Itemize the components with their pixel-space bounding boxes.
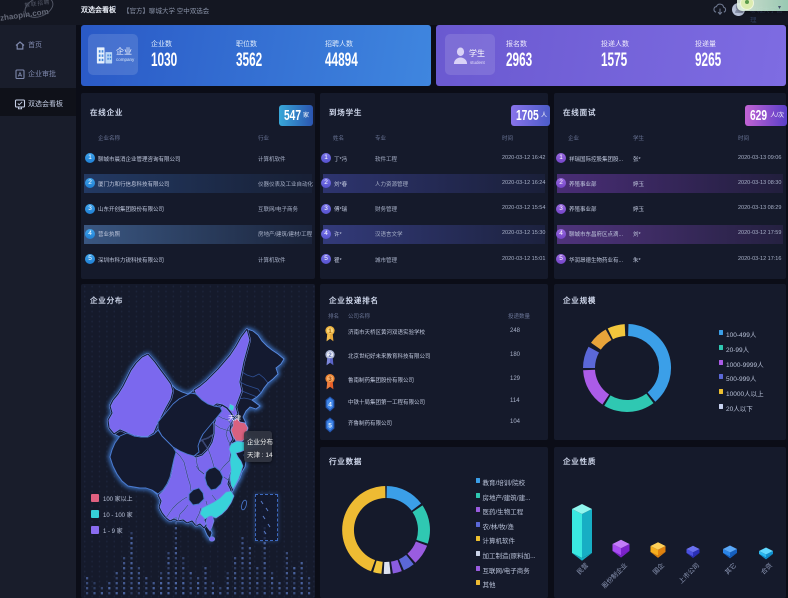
svg-text:3: 3 — [328, 377, 332, 383]
svg-text:1: 1 — [328, 329, 332, 335]
svg-text:2: 2 — [328, 353, 332, 359]
svg-text:5: 5 — [328, 422, 332, 429]
svg-text:4: 4 — [328, 401, 332, 408]
